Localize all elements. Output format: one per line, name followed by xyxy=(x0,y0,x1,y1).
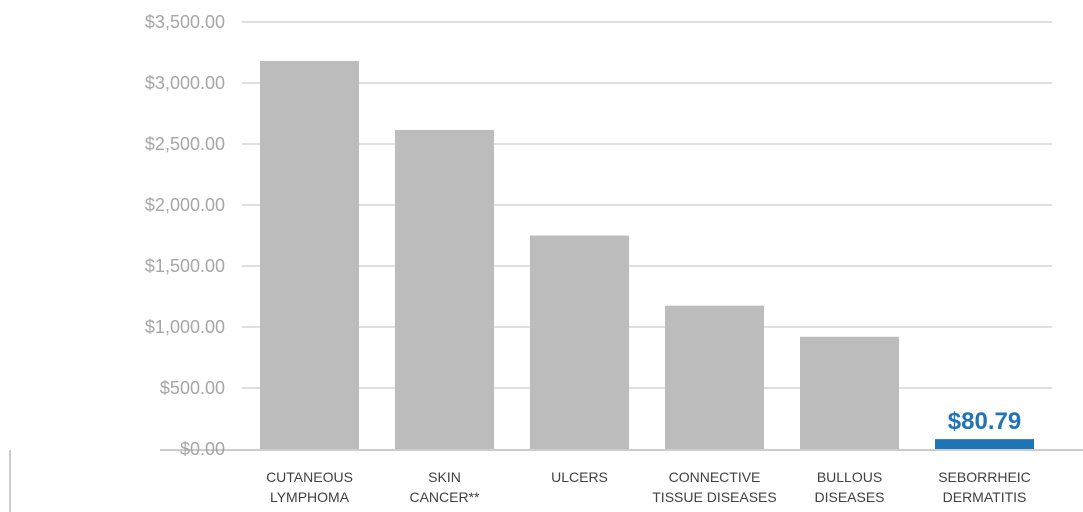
bars xyxy=(260,61,1034,449)
category-labels: CUTANEOUS LYMPHOMA SKIN CANCER** ULCERS CONNE… xyxy=(266,469,1031,505)
category-label: LYMPHOMA xyxy=(270,489,350,505)
category-label: DISEASES xyxy=(814,489,884,505)
y-tick-label: $0.00 xyxy=(180,439,225,459)
category-label: ULCERS xyxy=(551,469,608,485)
category-label: CANCER** xyxy=(409,489,480,505)
bar xyxy=(800,336,899,449)
category-label: CONNECTIVE xyxy=(669,469,761,485)
y-tick-label: $2,500.00 xyxy=(145,134,225,154)
y-axis-tick-labels: $0.00 $500.00 $1,000.00 $1,500.00 $2,000.00 $… xyxy=(145,12,225,459)
bar xyxy=(530,235,629,449)
axis-frame xyxy=(9,449,1083,512)
bar xyxy=(665,305,764,449)
y-tick-label: $3,500.00 xyxy=(145,12,225,32)
y-tick-label: $1,000.00 xyxy=(145,317,225,337)
data-label: $80.79 xyxy=(948,408,1021,435)
category-label: BULLOUS xyxy=(817,469,882,485)
y-tick-label: $1,500.00 xyxy=(145,256,225,276)
bar xyxy=(395,129,494,449)
category-label: SKIN xyxy=(428,469,461,485)
y-tick-label: $2,000.00 xyxy=(145,195,225,215)
bar xyxy=(935,439,1034,449)
category-label: CUTANEOUS xyxy=(266,469,353,485)
gridlines xyxy=(242,21,1052,389)
data-labels: $80.79 xyxy=(948,408,1021,435)
y-tick-label: $500.00 xyxy=(160,378,225,398)
y-tick-label: $3,000.00 xyxy=(145,73,225,93)
category-label: DERMATITIS xyxy=(943,489,1027,505)
category-label: TISSUE DISEASES xyxy=(652,489,776,505)
bar xyxy=(260,61,359,449)
category-label: SEBORRHEIC xyxy=(938,469,1031,485)
